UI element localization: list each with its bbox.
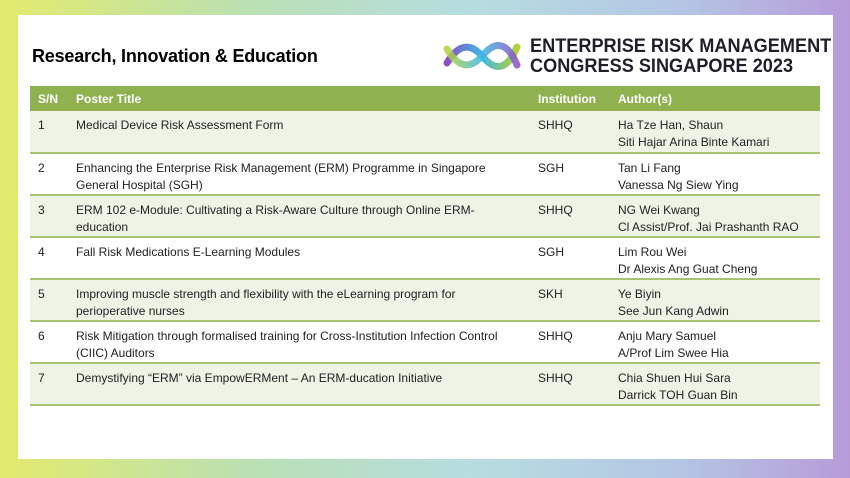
cell-authors: Tan Li Fang Vanessa Ng Siew Ying <box>610 153 820 196</box>
author-name: Darrick TOH Guan Bin <box>618 388 738 402</box>
cell-poster-title: Demystifying “ERM” via EmpowERMent – An … <box>68 363 530 406</box>
author-name: A/Prof Lim Swee Hia <box>618 346 729 360</box>
cell-institution: SKH <box>530 279 610 322</box>
cell-institution: SHHQ <box>530 195 610 238</box>
author-name: Anju Mary Samuel <box>618 329 717 343</box>
table-row: 1 Medical Device Risk Assessment Form SHHQ… <box>30 111 820 154</box>
header-institution: Institution <box>530 86 610 111</box>
author-name: Ye Biyin <box>618 287 661 301</box>
author-name: Dr Alexis Ang Guat Cheng <box>618 262 758 276</box>
cell-sn: 3 <box>30 195 68 238</box>
cell-poster-title: ERM 102 e-Module: Cultivating a Risk-Awa… <box>68 195 530 238</box>
cell-sn: 7 <box>30 363 68 406</box>
logo-line-1: ENTERPRISE RISK MANAGEMENT <box>530 35 832 57</box>
author-name: NG Wei Kwang <box>618 203 700 217</box>
header-poster-title: Poster Title <box>68 86 530 111</box>
author-name: Ha Tze Han, Shaun <box>618 118 724 132</box>
cell-poster-title: Improving muscle strength and flexibilit… <box>68 279 530 322</box>
cell-authors: Lim Rou Wei Dr Alexis Ang Guat Cheng <box>610 237 820 280</box>
cell-sn: 1 <box>30 111 68 154</box>
author-name: Vanessa Ng Siew Ying <box>618 178 739 192</box>
table-row: 5 Improving muscle strength and flexibili… <box>30 279 820 322</box>
cell-poster-title: Risk Mitigation through formalised train… <box>68 321 530 364</box>
cell-poster-title: Fall Risk Medications E-Learning Modules <box>68 237 530 280</box>
cell-institution: SHHQ <box>530 363 610 406</box>
congress-logo: ENTERPRISE RISK MANAGEMENT CONGRESS SING… <box>441 33 831 79</box>
author-name: Tan Li Fang <box>618 161 681 175</box>
cell-sn: 4 <box>30 237 68 280</box>
author-name: Chia Shuen Hui Sara <box>618 371 731 385</box>
table-row: 3 ERM 102 e-Module: Cultivating a Risk-Aw… <box>30 195 820 238</box>
logo-text: ENTERPRISE RISK MANAGEMENT CONGRESS SING… <box>530 36 831 76</box>
table-row: 2 Enhancing the Enterprise Risk Managemen… <box>30 153 820 196</box>
cell-sn: 5 <box>30 279 68 322</box>
author-name: Cl Assist/Prof. Jai Prashanth RAO <box>618 220 799 234</box>
header-sn: S/N <box>30 86 68 111</box>
cell-institution: SHHQ <box>530 321 610 364</box>
table-row: 6 Risk Mitigation through formalised trai… <box>30 321 820 364</box>
author-name: Lim Rou Wei <box>618 245 687 259</box>
logo-line-2: CONGRESS SINGAPORE 2023 <box>530 55 794 77</box>
author-name: Siti Hajar Arina Binte Kamari <box>618 135 770 149</box>
cell-authors: NG Wei Kwang Cl Assist/Prof. Jai Prashant… <box>610 195 820 238</box>
cell-authors: Anju Mary Samuel A/Prof Lim Swee Hia <box>610 321 820 364</box>
cell-poster-title: Enhancing the Enterprise Risk Management… <box>68 153 530 196</box>
section-title: Research, Innovation & Education <box>32 46 318 66</box>
poster-table: S/N Poster Title Institution Author(s) 1… <box>30 86 820 406</box>
header-authors: Author(s) <box>610 86 820 111</box>
table-row: 7 Demystifying “ERM” via EmpowERMent – An… <box>30 363 820 406</box>
cell-poster-title: Medical Device Risk Assessment Form <box>68 111 530 154</box>
cell-sn: 2 <box>30 153 68 196</box>
cell-institution: SGH <box>530 237 610 280</box>
cell-authors: Ye Biyin See Jun Kang Adwin <box>610 279 820 322</box>
author-name: See Jun Kang Adwin <box>618 304 729 318</box>
cell-sn: 6 <box>30 321 68 364</box>
slide: Research, Innovation & Education ENTERPR… <box>18 15 833 459</box>
erm-logo-mark-icon <box>443 42 521 70</box>
poster-table-wrap: S/N Poster Title Institution Author(s) 1… <box>30 86 820 406</box>
table-header-row: S/N Poster Title Institution Author(s) <box>30 86 820 111</box>
cell-authors: Ha Tze Han, Shaun Siti Hajar Arina Binte … <box>610 111 820 154</box>
table-row: 4 Fall Risk Medications E-Learning Module… <box>30 237 820 280</box>
cell-institution: SHHQ <box>530 111 610 154</box>
cell-institution: SGH <box>530 153 610 196</box>
cell-authors: Chia Shuen Hui Sara Darrick TOH Guan Bin <box>610 363 820 406</box>
